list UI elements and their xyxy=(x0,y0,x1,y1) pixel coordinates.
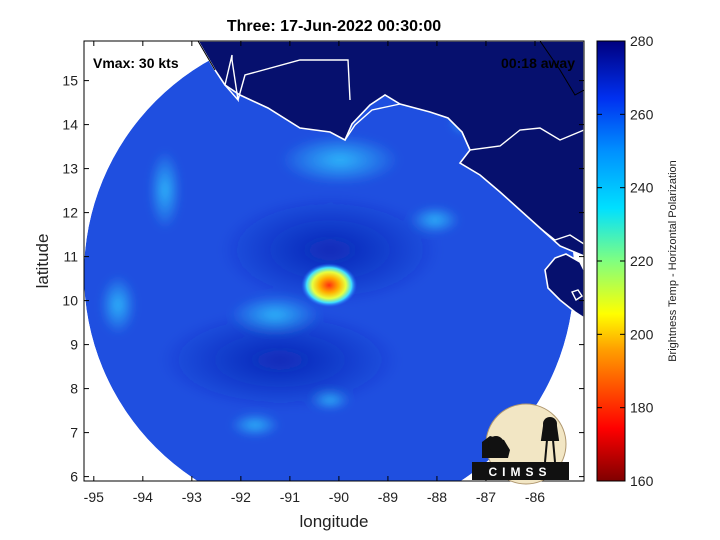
rainband-north xyxy=(280,135,400,185)
x-tick-label: -86 xyxy=(525,489,545,505)
border-nicaragua-costarica xyxy=(539,227,584,245)
x-axis-title: longitude xyxy=(299,512,368,531)
colorbar-ticks: 160 180 200 220 240 260 280 xyxy=(597,33,654,489)
y-tick-label: 11 xyxy=(63,249,78,265)
x-tick-label: -87 xyxy=(476,489,496,505)
edge-noise-west xyxy=(100,275,136,335)
cimss-logo: CIMSS xyxy=(472,403,569,485)
coast-outside-east xyxy=(539,41,584,96)
x-tick-label: -94 xyxy=(133,489,153,505)
colorbar-tick-label: 220 xyxy=(630,253,654,269)
border-mexico-guatemala xyxy=(224,54,351,103)
y-tick-label: 14 xyxy=(62,117,78,133)
y-axis-title: latitude xyxy=(33,234,52,289)
colorbar-tick-label: 260 xyxy=(630,106,654,122)
x-tick-label: -93 xyxy=(182,489,202,505)
y-tick-label: 10 xyxy=(62,293,78,309)
y-tick-label: 12 xyxy=(62,205,78,221)
rainband-south xyxy=(230,413,280,437)
x-tick-label: -91 xyxy=(280,489,300,505)
land-masses xyxy=(84,41,584,319)
land-mexico-guatemala xyxy=(84,41,584,257)
rainband-east xyxy=(410,206,460,234)
colorbar-tick-label: 160 xyxy=(630,473,654,489)
x-tick-label: -95 xyxy=(84,489,104,505)
y-tick-label: 13 xyxy=(62,161,78,177)
colorbar-tick-label: 180 xyxy=(630,400,654,416)
gulf-islands xyxy=(571,289,583,302)
logo-water-tower-icon xyxy=(540,425,560,463)
plot-frame xyxy=(83,40,585,482)
x-tick-label: -88 xyxy=(427,489,447,505)
land-costa-rica xyxy=(544,253,584,319)
chart-title: Three: 17-Jun-2022 00:30:00 xyxy=(227,18,441,35)
storm-core xyxy=(301,263,358,308)
x-tick-label: -92 xyxy=(231,489,251,505)
colorbar-tick-label: 200 xyxy=(630,326,654,342)
darker-band-south xyxy=(160,310,400,410)
y-tick-label: 9 xyxy=(70,337,78,353)
time-away-label: 00:18 away xyxy=(501,55,575,71)
y-tick-label: 8 xyxy=(70,381,78,397)
y-tick-label: 15 xyxy=(62,73,78,89)
colorbar: 160 180 200 220 240 260 280 Brightness Temp - … xyxy=(596,33,679,489)
vmax-label: Vmax: 30 kts xyxy=(93,55,179,71)
colorbar-title: Brightness Temp - Horizontal Polarizatio… xyxy=(667,160,679,362)
border-guatemala-elsalvador xyxy=(344,103,401,141)
y-tick-label: 6 xyxy=(70,469,78,485)
x-tick-label: -89 xyxy=(378,489,398,505)
logo-text: CIMSS xyxy=(488,465,551,479)
logo-banner xyxy=(472,462,569,480)
y-axis-ticks: 6 7 8 9 10 11 12 13 14 15 xyxy=(62,73,584,485)
rainband-west xyxy=(149,150,181,230)
rainband-southeast xyxy=(310,390,350,410)
darker-band-north xyxy=(220,195,440,305)
colorbar-tick-label: 240 xyxy=(630,180,654,196)
rainband-southwest xyxy=(230,295,320,335)
coast-outside-west xyxy=(84,41,216,71)
y-tick-label: 7 xyxy=(70,425,78,441)
colorbar-tick-label: 280 xyxy=(630,33,654,49)
border-honduras-nicaragua xyxy=(461,127,584,151)
x-tick-label: -90 xyxy=(329,489,349,505)
